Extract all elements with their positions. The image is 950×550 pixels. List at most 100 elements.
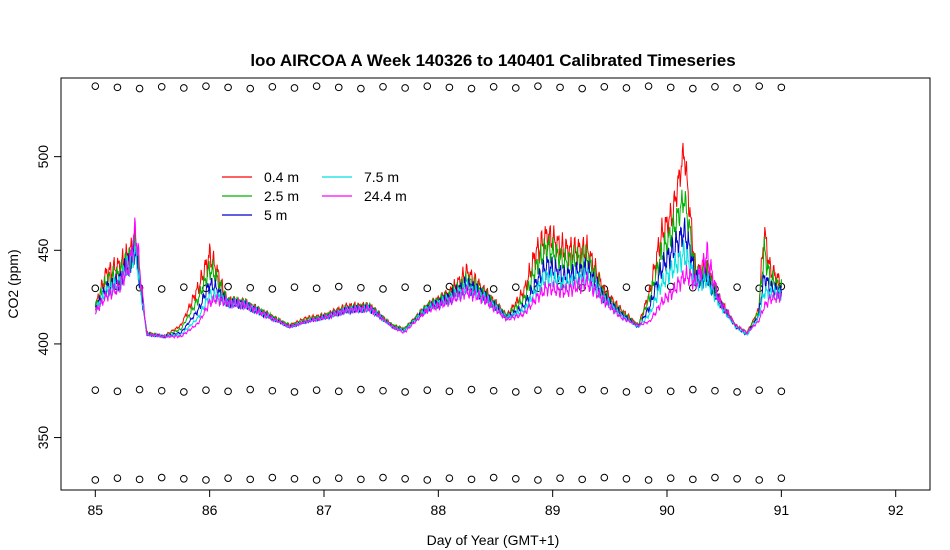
- x-tick-label-4: 89: [545, 502, 561, 518]
- marker-r2-1: [113, 387, 122, 396]
- marker-r2-30: [755, 386, 764, 394]
- marker-r3-18: [489, 473, 498, 482]
- marker-r2-7: [246, 385, 255, 394]
- marker-r2-21: [556, 387, 564, 396]
- marker-r3-12: [357, 475, 365, 484]
- marker-r2-8: [268, 386, 277, 395]
- marker-r0-26: [666, 83, 675, 92]
- marker-r2-9: [290, 388, 299, 396]
- marker-r0-24: [622, 84, 631, 92]
- marker-r2-19: [511, 388, 520, 396]
- marker-r0-16: [445, 83, 454, 92]
- marker-r2-29: [733, 388, 741, 396]
- marker-r1-0: [91, 284, 100, 293]
- chart-title: loo AIRCOA A Week 140326 to 140401 Calib…: [250, 51, 735, 70]
- marker-r0-23: [600, 82, 609, 91]
- marker-r0-21: [556, 83, 564, 92]
- marker-r0-14: [401, 84, 409, 92]
- marker-r1-14: [401, 283, 409, 291]
- marker-r0-7: [246, 84, 255, 93]
- marker-r2-24: [622, 388, 631, 396]
- marker-r1-15: [423, 284, 432, 293]
- marker-r2-20: [534, 386, 542, 394]
- x-tick-label-6: 91: [774, 502, 790, 518]
- marker-r3-16: [445, 474, 454, 482]
- marker-r1-9: [290, 283, 299, 291]
- marker-r1-12: [357, 283, 365, 292]
- legend-label-3: 7.5 m: [364, 169, 399, 185]
- y-tick-label-0: 350: [35, 426, 51, 450]
- marker-r3-24: [622, 474, 631, 483]
- x-tick-label-7: 92: [888, 502, 904, 518]
- marker-r2-17: [467, 385, 476, 394]
- marker-r1-18: [489, 285, 498, 293]
- marker-r2-0: [91, 386, 100, 394]
- marker-r2-22: [578, 385, 586, 394]
- series-line-0: [94, 142, 782, 338]
- marker-layer: [91, 82, 786, 484]
- marker-r3-11: [334, 474, 343, 482]
- marker-r3-10: [312, 476, 321, 484]
- legend: 0.4 m 2.5 m 5 m 7.5 m 24.4 m: [222, 169, 407, 223]
- marker-r0-10: [312, 82, 321, 90]
- legend-label-1: 2.5 m: [264, 188, 299, 204]
- marker-r0-27: [689, 84, 697, 93]
- marker-r0-2: [135, 84, 144, 93]
- legend-label-0: 0.4 m: [264, 169, 299, 185]
- marker-r2-18: [489, 386, 498, 395]
- x-tick-label-1: 86: [202, 502, 218, 518]
- y-axis-label: CO2 (ppm): [5, 249, 21, 318]
- marker-r0-6: [224, 83, 232, 92]
- marker-r2-31: [777, 387, 786, 396]
- marker-r1-16: [445, 282, 454, 291]
- marker-r3-14: [401, 474, 409, 483]
- marker-r3-22: [578, 475, 586, 484]
- series-line-3: [95, 238, 782, 339]
- marker-r0-15: [423, 82, 432, 90]
- marker-r3-3: [157, 473, 166, 482]
- marker-r3-30: [755, 476, 764, 484]
- marker-r0-29: [733, 84, 741, 92]
- marker-r1-11: [334, 282, 343, 291]
- marker-r3-28: [711, 473, 719, 482]
- marker-r0-19: [511, 84, 520, 92]
- marker-r3-5: [202, 476, 210, 484]
- marker-r3-15: [423, 476, 432, 484]
- marker-r2-6: [224, 387, 232, 396]
- marker-r0-5: [202, 82, 210, 90]
- marker-r3-13: [379, 473, 387, 482]
- marker-r3-31: [777, 474, 786, 482]
- marker-r2-3: [157, 386, 166, 395]
- x-tick-label-5: 90: [659, 502, 675, 518]
- marker-r0-17: [467, 84, 476, 93]
- marker-r3-6: [224, 474, 232, 482]
- marker-r0-8: [268, 82, 277, 91]
- marker-r2-16: [445, 387, 454, 396]
- x-tick-label-0: 85: [88, 502, 104, 518]
- marker-r3-17: [467, 475, 476, 484]
- marker-r1-4: [180, 283, 188, 291]
- series-layer: [94, 142, 782, 340]
- marker-r3-0: [91, 476, 100, 484]
- marker-r0-3: [157, 82, 166, 91]
- series-line-4: [94, 217, 782, 340]
- marker-r0-22: [578, 84, 586, 93]
- marker-r1-8: [268, 285, 277, 293]
- marker-r2-5: [202, 386, 210, 394]
- x-tick-label-2: 87: [316, 502, 332, 518]
- marker-r2-13: [379, 386, 387, 395]
- marker-r1-24: [622, 283, 631, 291]
- marker-r0-31: [777, 83, 786, 92]
- marker-r3-21: [556, 474, 564, 482]
- legend-label-2: 5 m: [264, 207, 287, 223]
- marker-r2-2: [135, 385, 144, 394]
- marker-r2-10: [312, 386, 321, 394]
- marker-r2-25: [644, 386, 653, 394]
- marker-r3-29: [733, 474, 741, 483]
- marker-r0-18: [489, 82, 498, 91]
- marker-r1-6: [224, 282, 232, 291]
- marker-r1-3: [157, 285, 166, 293]
- marker-r1-13: [379, 285, 387, 293]
- marker-r3-9: [290, 474, 299, 483]
- marker-r1-19: [511, 283, 520, 291]
